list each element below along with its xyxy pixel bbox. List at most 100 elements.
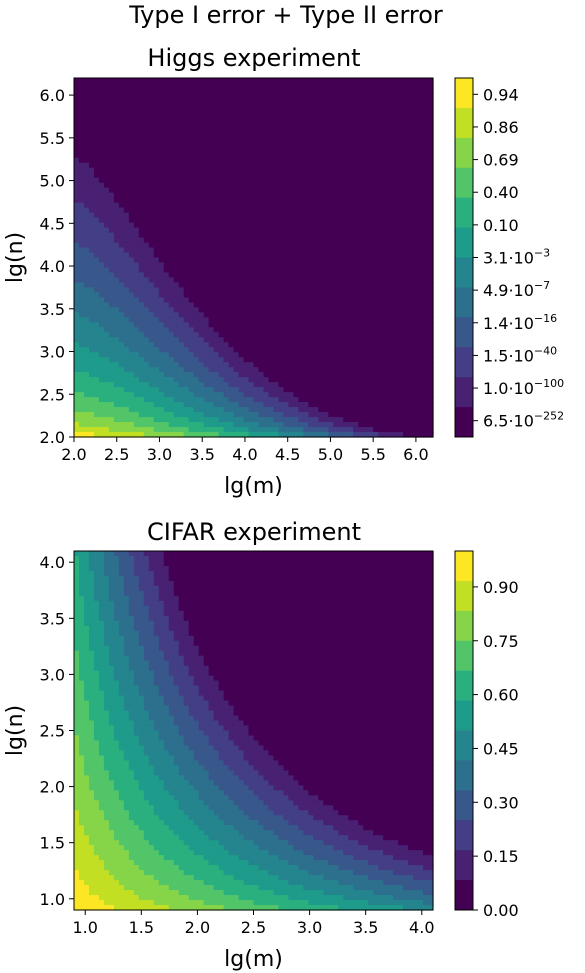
higgs-contour-cell (428, 182, 434, 189)
higgs-contour-cell (368, 232, 374, 239)
higgs-contour-cell (93, 147, 100, 154)
higgs-contour-cell (223, 307, 230, 313)
higgs-contour-cell (158, 212, 165, 219)
higgs-contour-cell (398, 157, 404, 164)
higgs-contour-cell (163, 292, 170, 298)
higgs-contour-cell (213, 352, 220, 358)
higgs-contour-cell (138, 162, 145, 169)
higgs-contour-cell (413, 362, 419, 368)
higgs-contour-cell (298, 167, 304, 174)
higgs-contour-cell (218, 167, 225, 174)
higgs-contour-cell (418, 78, 424, 84)
higgs-contour-cell (253, 162, 260, 169)
higgs-contour-cell (283, 217, 290, 224)
higgs-contour-cell (358, 102, 364, 109)
higgs-contour-cell (233, 232, 240, 239)
higgs-contour-cell (143, 222, 150, 229)
higgs-contour-cell (303, 192, 309, 199)
higgs-contour-cell (288, 132, 294, 139)
higgs-contour-cell (293, 102, 299, 109)
higgs-contour-cell (108, 147, 115, 154)
higgs-contour-cell (183, 107, 190, 114)
higgs-contour-cell (208, 312, 215, 318)
higgs-contour-cell (148, 78, 155, 84)
higgs-contour-cell (248, 257, 255, 264)
higgs-contour-cell (228, 87, 235, 94)
higgs-contour-cell (148, 267, 155, 274)
higgs-contour-cell (83, 262, 90, 269)
higgs-contour-cell (373, 362, 379, 368)
higgs-contour-cell (273, 322, 280, 328)
higgs-contour-cell (168, 327, 175, 333)
higgs-contour-cell (283, 137, 290, 144)
higgs-contour-cell (98, 82, 105, 89)
higgs-contour-cell (313, 182, 319, 189)
higgs-contour-cell (323, 237, 329, 244)
higgs-contour-cell (333, 292, 339, 298)
higgs-contour-cell (208, 97, 215, 104)
higgs-contour-cell (323, 162, 329, 169)
higgs-contour-cell (323, 102, 329, 109)
higgs-contour-cell (183, 212, 190, 219)
higgs-contour-cell (358, 267, 364, 274)
higgs-contour-cell (348, 382, 354, 388)
higgs-contour-cell (273, 152, 280, 159)
higgs-contour-cell (153, 347, 160, 353)
higgs-contour-cell (118, 297, 125, 303)
higgs-contour-cell (163, 127, 170, 134)
higgs-contour-cell (133, 112, 140, 119)
higgs-contour-cell (428, 302, 434, 308)
higgs-contour-cell (308, 172, 314, 179)
higgs-contour-cell (138, 197, 145, 204)
higgs-contour-cell (328, 402, 334, 408)
higgs-contour-cell (383, 322, 389, 328)
higgs-contour-cell (78, 182, 85, 189)
higgs-contour-cell (228, 227, 235, 234)
higgs-contour-cell (403, 292, 409, 298)
higgs-contour-cell (423, 172, 429, 179)
higgs-contour-cell (293, 242, 299, 249)
higgs-contour-cell (198, 202, 205, 209)
higgs-contour-cell (258, 392, 265, 398)
higgs-contour-cell (138, 267, 145, 274)
higgs-contour-cell (143, 287, 150, 294)
higgs-contour-cell (103, 332, 110, 338)
higgs-contour-cell (248, 292, 255, 298)
higgs-contour-cell (298, 147, 304, 154)
higgs-contour-cell (338, 82, 344, 89)
higgs-contour-cell (278, 307, 285, 313)
higgs-contour-cell (183, 187, 190, 194)
higgs-contour-cell (333, 347, 339, 353)
higgs-contour-cell (323, 257, 329, 264)
higgs-contour-cell (318, 267, 324, 274)
higgs-contour-cell (78, 347, 85, 353)
higgs-contour-cell (388, 297, 394, 303)
higgs-contour-cell (283, 382, 290, 388)
higgs-contour-cell (428, 357, 434, 363)
higgs-contour-cell (428, 87, 434, 94)
higgs-contour-cell (388, 337, 394, 343)
higgs-contour-cell (74, 82, 80, 89)
higgs-contour-cell (428, 142, 434, 149)
higgs-contour-cell (398, 192, 404, 199)
higgs-contour-cell (423, 412, 429, 418)
higgs-contour-cell (408, 107, 414, 114)
higgs-contour-cell (373, 237, 379, 244)
higgs-contour-cell (83, 417, 90, 423)
higgs-contour-cell (153, 177, 160, 184)
higgs-contour-cell (418, 112, 424, 119)
higgs-contour-cell (213, 372, 220, 378)
higgs-contour-cell (403, 207, 409, 214)
higgs-contour-cell (328, 322, 334, 328)
higgs-contour-cell (123, 407, 130, 413)
higgs-contour-cell (138, 372, 145, 378)
higgs-contour-cell (268, 112, 275, 119)
higgs-contour-cell (313, 392, 319, 398)
higgs-contour-cell (173, 302, 180, 308)
higgs-contour-cell (368, 222, 374, 229)
higgs-contour-cell (328, 82, 334, 89)
higgs-contour-cell (248, 142, 255, 149)
higgs-contour-cell (338, 222, 344, 229)
higgs-contour-cell (303, 227, 309, 234)
higgs-contour-cell (268, 132, 275, 139)
